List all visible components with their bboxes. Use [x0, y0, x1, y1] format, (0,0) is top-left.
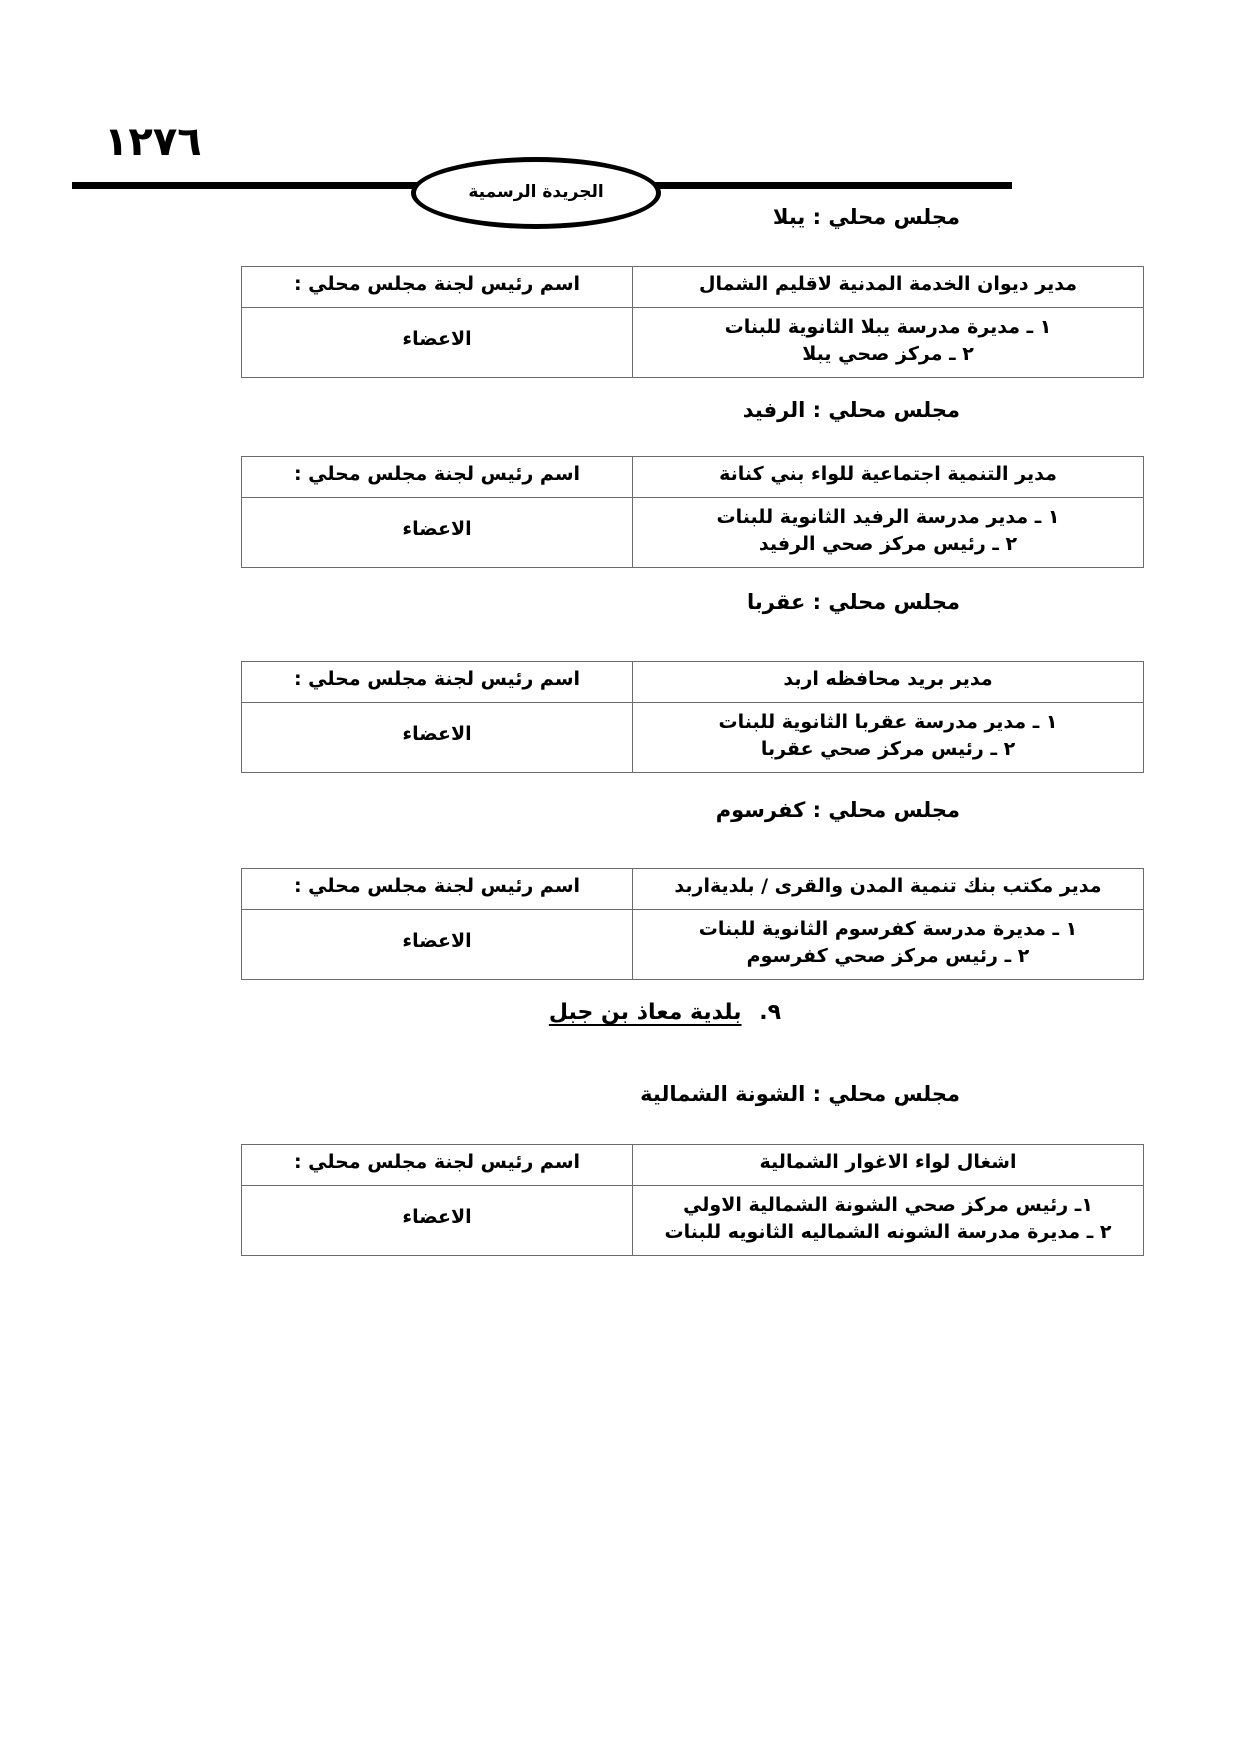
- table-row: ١ ـ مديرة مدرسة كفرسوم الثانوية للبنات ٢…: [241, 908, 1144, 980]
- member-line: ١ ـ مدير مدرسة عقربا الثانوية للبنات: [718, 710, 1058, 733]
- chair-role-cell: مدير بريد محافظه اربد: [632, 661, 1144, 703]
- chair-label-cell: اسم رئيس لجنة مجلس محلي :: [241, 266, 633, 308]
- members-label-cell: الاعضاء: [241, 701, 633, 773]
- council-table-aqraba: مدير بريد محافظه اربد اسم رئيس لجنة مجلس…: [241, 661, 1144, 773]
- council-label-kafrsoum: مجلس محلي : كفرسوم: [715, 798, 960, 822]
- header-rule-left: [72, 182, 417, 189]
- chair-role-cell: مدير مكتب بنك تنمية المدن والقرى / بلدية…: [632, 868, 1144, 910]
- page-number: ١٢٧٦: [104, 119, 202, 165]
- table-row: مدير التنمية اجتماعية للواء بني كنانة اس…: [241, 456, 1144, 498]
- member-line: ٢ ـ رئيس مركز صحي كفرسوم: [746, 945, 1030, 968]
- table-row: اشغال لواء الاغوار الشمالية اسم رئيس لجن…: [241, 1144, 1144, 1186]
- chair-role-cell: مدير التنمية اجتماعية للواء بني كنانة: [632, 456, 1144, 498]
- members-label-cell: الاعضاء: [241, 908, 633, 980]
- chair-label-cell: اسم رئيس لجنة مجلس محلي :: [241, 868, 633, 910]
- table-row: ١ـ رئيس مركز صحي الشونة الشمالية الاولي …: [241, 1184, 1144, 1256]
- member-line: ٢ ـ رئيس مركز صحي الرفيد: [758, 533, 1018, 556]
- council-table-kafrsoum: مدير مكتب بنك تنمية المدن والقرى / بلدية…: [241, 868, 1144, 980]
- member-line: ١ ـ مديرة مدرسة كفرسوم الثانوية للبنات: [698, 917, 1078, 940]
- members-cell: ١ ـ مديرة مدرسة يبلا الثانوية للبنات ٢ ـ…: [632, 306, 1144, 378]
- members-cell: ١ ـ مدير مدرسة عقربا الثانوية للبنات ٢ ـ…: [632, 701, 1144, 773]
- gazette-name: الجريدة الرسمية: [468, 181, 604, 202]
- table-row: مدير بريد محافظه اربد اسم رئيس لجنة مجلس…: [241, 661, 1144, 703]
- table-row: ١ ـ مديرة مدرسة يبلا الثانوية للبنات ٢ ـ…: [241, 306, 1144, 378]
- member-line: ٢ ـ مديرة مدرسة الشونه الشماليه الثانويه…: [664, 1221, 1112, 1244]
- council-label-yubla: مجلس محلي : يبلا: [772, 205, 960, 229]
- member-line: ١ ـ مدير مدرسة الرفيد الثانوية للبنات: [716, 505, 1060, 528]
- municipality-heading: ٩. بلدية معاذ بن جبل: [549, 1000, 781, 1025]
- members-label-cell: الاعضاء: [241, 1184, 633, 1256]
- table-row: مدير مكتب بنك تنمية المدن والقرى / بلدية…: [241, 868, 1144, 910]
- council-label-aqraba: مجلس محلي : عقربا: [747, 590, 960, 614]
- chair-label-cell: اسم رئيس لجنة مجلس محلي :: [241, 1144, 633, 1186]
- chair-label-cell: اسم رئيس لجنة مجلس محلي :: [241, 661, 633, 703]
- header-rule-right: [645, 182, 1012, 189]
- municipality-title: بلدية معاذ بن جبل: [548, 1000, 742, 1025]
- council-label-alrafid: مجلس محلي : الرفيد: [742, 398, 960, 422]
- council-table-shuna-shamaliya: اشغال لواء الاغوار الشمالية اسم رئيس لجن…: [241, 1144, 1144, 1256]
- member-line: ٢ ـ مركز صحي يبلا: [802, 343, 974, 366]
- table-row: مدير ديوان الخدمة المدنية لاقليم الشمال …: [241, 266, 1144, 308]
- table-row: ١ ـ مدير مدرسة عقربا الثانوية للبنات ٢ ـ…: [241, 701, 1144, 773]
- council-table-yubla: مدير ديوان الخدمة المدنية لاقليم الشمال …: [241, 266, 1144, 378]
- members-label-cell: الاعضاء: [241, 306, 633, 378]
- municipality-number: ٩.: [759, 1000, 781, 1025]
- members-label-cell: الاعضاء: [241, 496, 633, 568]
- member-line: ٢ ـ رئيس مركز صحي عقربا: [760, 738, 1016, 761]
- council-table-alrafid: مدير التنمية اجتماعية للواء بني كنانة اس…: [241, 456, 1144, 568]
- council-label-shuna-shamaliya: مجلس محلي : الشونة الشمالية: [640, 1082, 960, 1106]
- gazette-badge: الجريدة الرسمية: [411, 157, 661, 229]
- member-line: ١ ـ مديرة مدرسة يبلا الثانوية للبنات: [724, 315, 1052, 338]
- page-header: ١٢٧٦ الجريدة الرسمية: [0, 60, 1241, 229]
- members-cell: ١ ـ مديرة مدرسة كفرسوم الثانوية للبنات ٢…: [632, 908, 1144, 980]
- chair-label-cell: اسم رئيس لجنة مجلس محلي :: [241, 456, 633, 498]
- chair-role-cell: اشغال لواء الاغوار الشمالية: [632, 1144, 1144, 1186]
- members-cell: ١ ـ مدير مدرسة الرفيد الثانوية للبنات ٢ …: [632, 496, 1144, 568]
- members-cell: ١ـ رئيس مركز صحي الشونة الشمالية الاولي …: [632, 1184, 1144, 1256]
- table-row: ١ ـ مدير مدرسة الرفيد الثانوية للبنات ٢ …: [241, 496, 1144, 568]
- member-line: ١ـ رئيس مركز صحي الشونة الشمالية الاولي: [683, 1193, 1093, 1216]
- chair-role-cell: مدير ديوان الخدمة المدنية لاقليم الشمال: [632, 266, 1144, 308]
